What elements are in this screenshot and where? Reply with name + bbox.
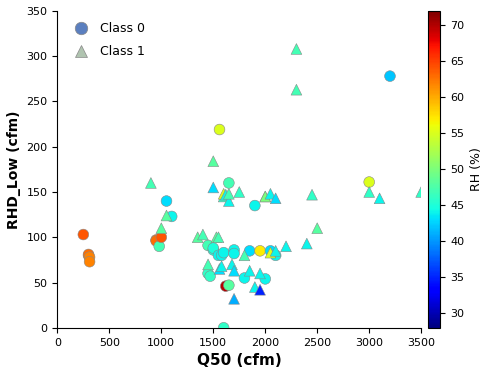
Point — [210, 245, 218, 251]
Point — [86, 254, 94, 260]
Point — [417, 189, 425, 195]
Point — [246, 248, 254, 254]
Point — [251, 284, 259, 290]
Point — [225, 180, 233, 186]
Point — [386, 73, 394, 79]
Y-axis label: RHD_Low (cfm): RHD_Low (cfm) — [7, 110, 21, 229]
Point — [272, 248, 280, 254]
Point — [261, 194, 269, 200]
Point — [272, 252, 280, 258]
Point — [218, 252, 226, 258]
Point — [282, 243, 290, 249]
Point — [303, 241, 311, 247]
Point — [84, 252, 92, 258]
Point — [220, 194, 228, 200]
Point — [225, 191, 233, 197]
Point — [313, 225, 321, 231]
Point — [194, 234, 202, 240]
Point — [240, 252, 248, 258]
Point — [222, 192, 230, 198]
Point — [261, 194, 269, 200]
Point — [251, 202, 259, 208]
Point — [162, 198, 170, 204]
Point — [266, 250, 274, 256]
Point — [365, 189, 373, 195]
Point — [308, 192, 316, 198]
Point — [266, 191, 274, 197]
Point — [225, 282, 233, 288]
Point — [222, 283, 230, 289]
Point — [162, 213, 170, 219]
Point — [228, 261, 236, 267]
Point — [155, 243, 163, 249]
Point — [292, 87, 300, 93]
Point — [220, 191, 228, 197]
Point — [230, 296, 238, 302]
Point — [256, 248, 264, 254]
Point — [230, 247, 238, 253]
Point — [210, 158, 218, 164]
Point — [84, 252, 92, 258]
Point — [158, 225, 166, 231]
Point — [199, 231, 207, 237]
X-axis label: Q50 (cfm): Q50 (cfm) — [197, 353, 281, 368]
Point — [230, 251, 238, 257]
Point — [204, 270, 212, 276]
Y-axis label: RH (%): RH (%) — [470, 147, 483, 191]
Legend: Class 0, Class 1: Class 0, Class 1 — [64, 17, 150, 63]
Point — [80, 231, 88, 237]
Point — [204, 242, 212, 248]
Point — [272, 195, 280, 201]
Point — [225, 198, 233, 204]
Point — [152, 238, 160, 244]
Point — [376, 195, 384, 201]
Point — [86, 259, 94, 265]
Point — [210, 247, 218, 253]
Point — [152, 237, 160, 243]
Point — [240, 275, 248, 281]
Point — [204, 261, 212, 267]
Point — [266, 248, 274, 254]
Point — [216, 126, 224, 132]
Point — [206, 273, 214, 279]
Point — [218, 263, 226, 269]
Point — [236, 189, 244, 195]
Point — [210, 184, 218, 190]
Point — [230, 268, 238, 274]
Point — [292, 46, 300, 52]
Point — [147, 180, 155, 186]
Point — [158, 234, 166, 240]
Point — [256, 287, 264, 293]
Point — [216, 266, 224, 272]
Point — [246, 268, 254, 274]
Point — [214, 252, 222, 258]
Point — [256, 270, 264, 276]
Point — [212, 234, 220, 240]
Point — [214, 234, 222, 240]
Point — [168, 213, 175, 219]
Point — [220, 250, 228, 256]
Point — [261, 276, 269, 282]
Point — [365, 179, 373, 185]
Point — [220, 325, 228, 331]
